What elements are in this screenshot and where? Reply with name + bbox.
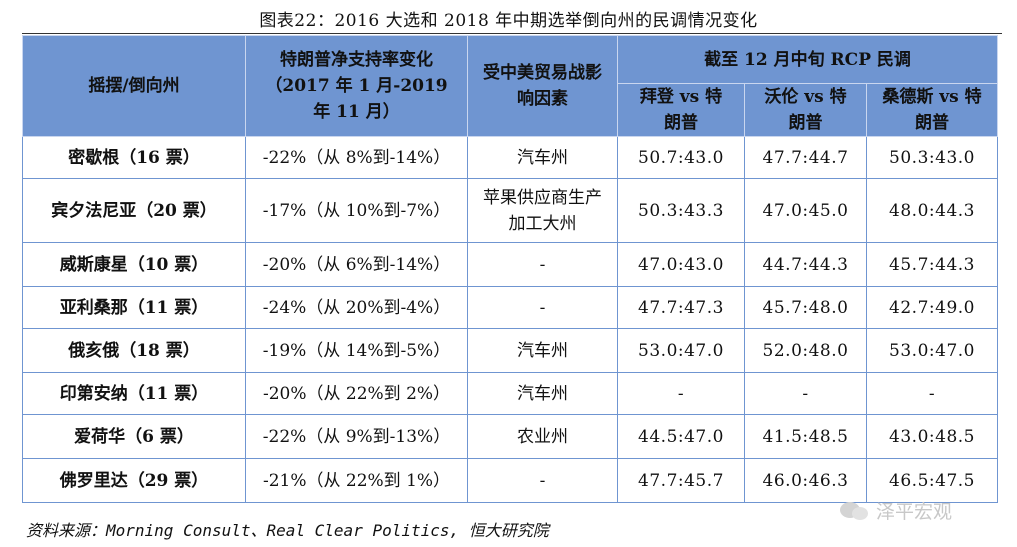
- sanders-poll-cell: 53.0:47.0: [865, 328, 999, 373]
- sanders-poll-cell: 45.7:44.3: [865, 242, 999, 287]
- table-row: 密歇根（16 票） -22%（从 8%到-14%） 汽车州 50.7:43.0 47.7…: [22, 136, 999, 179]
- biden-poll-cell: 44.5:47.0: [617, 414, 745, 459]
- biden-poll-cell: 53.0:47.0: [617, 328, 745, 373]
- biden-poll-cell: 47.7:47.3: [617, 286, 745, 329]
- net-change-cell: -22%（从 9%到-13%）: [245, 414, 468, 459]
- warren-poll-cell: 44.7:44.3: [744, 242, 867, 287]
- trade-factor-cell: 汽车州: [467, 372, 618, 415]
- trade-factor-cell: -: [467, 458, 618, 503]
- net-change-cell: -21%（从 22%到 1%）: [245, 458, 468, 503]
- net-change-cell: -20%（从 22%到 2%）: [245, 372, 468, 415]
- biden-poll-cell: 47.7:45.7: [617, 458, 745, 503]
- state-cell: 宾夕法尼亚（20 票）: [22, 178, 246, 243]
- wechat-icon: [840, 500, 870, 522]
- table-row: 宾夕法尼亚（20 票） -17%（从 10%到-7%） 苹果供应商生产加工大州 50.…: [22, 178, 999, 243]
- net-change-cell: -20%（从 6%到-14%）: [245, 242, 468, 287]
- warren-poll-cell: 45.7:48.0: [744, 286, 867, 329]
- biden-poll-cell: 47.0:43.0: [617, 242, 745, 287]
- net-change-cell: -19%（从 14%到-5%）: [245, 328, 468, 373]
- figure-title: 图表22：2016 大选和 2018 年中期选举倒向州的民调情况变化: [259, 11, 758, 31]
- trade-factor-cell: 苹果供应商生产加工大州: [467, 178, 618, 243]
- state-cell: 威斯康星（10 票）: [22, 242, 246, 287]
- table-row: 俄亥俄（18 票） -19%（从 14%到-5%） 汽车州 53.0:47.0 52.0…: [22, 328, 999, 373]
- net-change-cell: -24%（从 20%到-4%）: [245, 286, 468, 329]
- table-row: 印第安纳（11 票） -20%（从 22%到 2%） 汽车州 - - -: [22, 372, 999, 415]
- trade-factor-cell: 汽车州: [467, 328, 618, 373]
- sanders-poll-cell: 48.0:44.3: [865, 178, 999, 243]
- header-sanders: 桑德斯 vs 特朗普: [865, 83, 999, 137]
- state-cell: 亚利桑那（11 票）: [22, 286, 246, 329]
- header-trade-war: 受中美贸易战影响因素: [467, 35, 618, 137]
- poll-table: 摇摆/倒向州 特朗普净支持率变化（2017 年 1 月-2019 年 11 月）…: [22, 35, 999, 503]
- header-rcp-group: 截至 12 月中旬 RCP 民调: [616, 35, 999, 84]
- header-warren: 沃伦 vs 特朗普: [744, 83, 867, 137]
- net-change-cell: -22%（从 8%到-14%）: [245, 136, 468, 179]
- watermark-text: 泽平宏观: [876, 501, 953, 523]
- source-note: 资料来源：Morning Consult、Real Clear Politics…: [26, 521, 549, 540]
- warren-poll-cell: 52.0:48.0: [744, 328, 867, 373]
- sanders-poll-cell: -: [865, 372, 999, 415]
- header-biden: 拜登 vs 特朗普: [617, 83, 745, 137]
- table-row: 亚利桑那（11 票） -24%（从 20%到-4%） -47.7:47.3 45.7:…: [22, 286, 999, 329]
- biden-poll-cell: 50.7:43.0: [617, 136, 745, 179]
- table-row: 佛罗里达（29 票） -21%（从 22%到 1%） -47.7:45.7 46.0:…: [22, 458, 999, 503]
- header-state: 摇摆/倒向州: [22, 35, 246, 137]
- title-divider: [22, 33, 1002, 34]
- state-cell: 爱荷华（6 票）: [22, 414, 246, 459]
- warren-poll-cell: 47.0:45.0: [744, 178, 867, 243]
- watermark: 泽平宏观: [840, 497, 952, 524]
- warren-poll-cell: -: [744, 372, 867, 415]
- state-cell: 俄亥俄（18 票）: [22, 328, 246, 373]
- net-change-cell: -17%（从 10%到-7%）: [245, 178, 468, 243]
- state-cell: 佛罗里达（29 票）: [22, 458, 246, 503]
- header-trump-change: 特朗普净支持率变化（2017 年 1 月-2019 年 11 月）: [245, 35, 468, 137]
- sanders-poll-cell: 42.7:49.0: [865, 286, 999, 329]
- trade-factor-cell: -: [467, 242, 618, 287]
- warren-poll-cell: 47.7:44.7: [744, 136, 867, 179]
- table-row: 爱荷华（6 票） -22%（从 9%到-13%） 农业州 44.5:47.0 41.5:…: [22, 414, 999, 459]
- sanders-poll-cell: 46.5:47.5: [865, 458, 999, 503]
- trade-factor-cell: 汽车州: [467, 136, 618, 179]
- warren-poll-cell: 41.5:48.5: [744, 414, 867, 459]
- trade-factor-cell: 农业州: [467, 414, 618, 459]
- biden-poll-cell: 50.3:43.3: [617, 178, 745, 243]
- sanders-poll-cell: 50.3:43.0: [865, 136, 999, 179]
- biden-poll-cell: -: [617, 372, 745, 415]
- table-row: 威斯康星（10 票） -20%（从 6%到-14%） -47.0:43.0 44.7:…: [22, 242, 999, 287]
- warren-poll-cell: 46.0:46.3: [744, 458, 867, 503]
- state-cell: 印第安纳（11 票）: [22, 372, 246, 415]
- trade-factor-cell: -: [467, 286, 618, 329]
- state-cell: 密歇根（16 票）: [22, 136, 246, 179]
- sanders-poll-cell: 43.0:48.5: [865, 414, 999, 459]
